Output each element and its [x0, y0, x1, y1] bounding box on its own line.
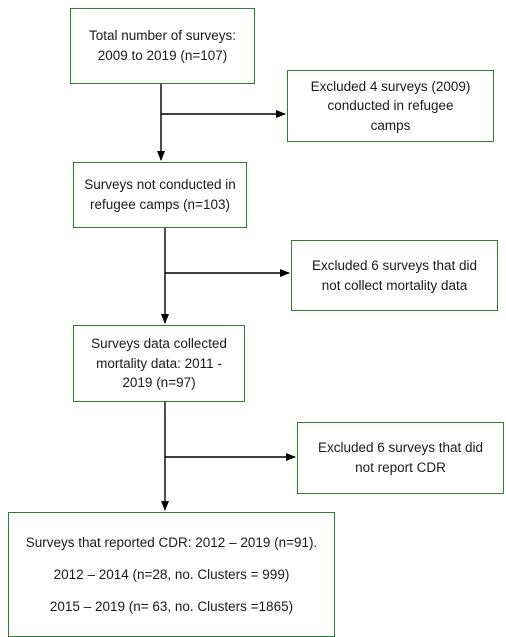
box-mortality-data-collected: Surveys data collected mortality data: 2…	[73, 325, 245, 402]
box-text-line: 2019 (n=97)	[122, 375, 196, 391]
box-text-line: Excluded 4 surveys (2009)	[310, 78, 471, 94]
box-text-line: not report CDR	[355, 460, 446, 475]
box-text-line: Surveys that reported CDR: 2012 – 2019 (…	[25, 534, 318, 550]
box-text-line: 2009 to 2019 (n=107)	[97, 48, 228, 63]
box-text-line: Total number of surveys:	[88, 28, 237, 44]
box-excluded-refugee-camps: Excluded 4 surveys (2009) conducted in r…	[287, 70, 494, 142]
box-text-line: Excluded 6 surveys that did	[317, 440, 484, 456]
box-reported-cdr: Surveys that reported CDR: 2012 – 2019 (…	[8, 512, 335, 637]
box-text-line: refugee camps (n=103)	[90, 197, 230, 212]
box-excluded-no-cdr: Excluded 6 surveys that did not report C…	[297, 422, 504, 494]
box-excluded-no-mortality-data: Excluded 6 surveys that did not collect …	[291, 240, 498, 311]
box-text-line: not collect mortality data	[321, 277, 468, 293]
box-text-line: 2015 – 2019 (n= 63, no. Clusters =1865)	[49, 598, 294, 614]
box-not-in-refugee-camps: Surveys not conducted in refugee camps (…	[73, 162, 247, 228]
box-text-line: Surveys data collected	[91, 336, 227, 352]
box-text-line: 2012 – 2014 (n=28, no. Clusters = 999)	[53, 566, 290, 582]
box-text-line: conducted in refugee	[327, 98, 454, 114]
box-text-line: camps	[370, 117, 411, 133]
box-text-line: mortality data: 2011 -	[96, 355, 222, 371]
box-text-line: Surveys not conducted in	[84, 177, 236, 193]
box-total-surveys: Total number of surveys: 2009 to 2019 (n…	[70, 8, 255, 84]
box-text-line: Excluded 6 surveys that did	[311, 257, 478, 273]
